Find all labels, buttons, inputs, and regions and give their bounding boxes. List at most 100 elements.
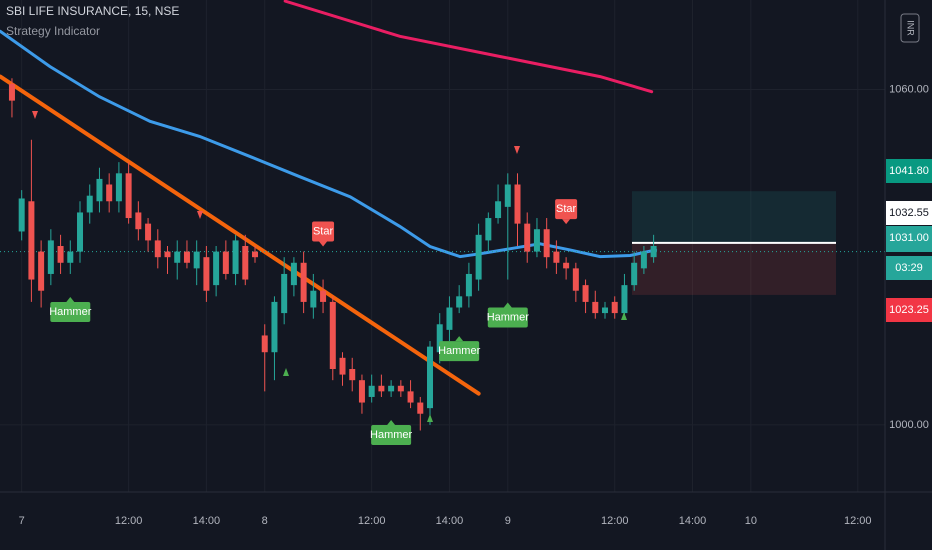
- candle-body: [485, 218, 492, 241]
- y-tick-label: 1060.00: [889, 83, 929, 95]
- indicator-name: Strategy Indicator: [6, 24, 100, 38]
- candle-body: [242, 246, 249, 280]
- candle-body: [427, 346, 434, 409]
- candle-body: [174, 251, 181, 263]
- candle-body: [514, 184, 521, 224]
- candle-body: [475, 234, 482, 280]
- candle-body: [417, 402, 424, 414]
- marker-box: [487, 307, 528, 328]
- candle-body: [271, 301, 278, 353]
- x-tick-label: 12:00: [358, 515, 386, 527]
- candle-body: [310, 290, 317, 308]
- indicator-line: [0, 29, 658, 259]
- candle-body: [388, 385, 395, 392]
- candle-body: [495, 201, 502, 219]
- price-tags: 1041.80 1032.55 1031.00 03:29 1023.25: [886, 159, 932, 322]
- candle-body: [290, 262, 297, 286]
- marker-box: [555, 199, 578, 220]
- x-tick-label: 8: [262, 515, 268, 527]
- x-tick-label: 12:00: [844, 515, 872, 527]
- candle-body: [232, 240, 239, 274]
- price-tag: [886, 226, 932, 252]
- candle-body: [621, 285, 628, 314]
- candle-body: [145, 223, 152, 241]
- marker-pointer: [455, 336, 464, 342]
- candle-body: [358, 380, 365, 403]
- candle-body: [193, 251, 200, 269]
- x-tick-label: 10: [745, 515, 757, 527]
- price-tag-label: 03:29: [895, 262, 923, 274]
- candle-body: [57, 246, 64, 263]
- x-tick-label: 14:00: [679, 515, 707, 527]
- candle-body: [533, 229, 540, 252]
- candle-body: [213, 251, 220, 286]
- candle-body: [378, 385, 385, 392]
- candle-body: [397, 385, 404, 392]
- candle-body: [582, 285, 589, 302]
- candle-body: [329, 301, 336, 369]
- candle-body: [28, 201, 35, 280]
- candle-body: [222, 251, 229, 274]
- marker-label: Star: [556, 203, 577, 215]
- candle-body: [38, 251, 45, 291]
- marker-label: Hammer: [487, 311, 530, 323]
- marker-label: Hammer: [370, 429, 413, 441]
- marker-box: [50, 301, 91, 322]
- candle-body: [281, 273, 288, 314]
- price-tag-label: 1041.80: [889, 165, 929, 177]
- signal-arrow: [621, 312, 627, 320]
- marker-pointer: [562, 219, 571, 225]
- candle-body: [18, 198, 25, 232]
- candle-body: [446, 307, 453, 330]
- candle-body: [543, 229, 550, 258]
- candle-body: [611, 301, 618, 314]
- candle-body: [592, 301, 599, 314]
- currency: INR: [906, 20, 916, 36]
- pattern-marker: Star: [312, 221, 335, 247]
- stop-zone: [632, 242, 836, 295]
- marker-label: Star: [313, 225, 334, 237]
- price-tag: [886, 256, 932, 280]
- x-tick-label: 9: [505, 515, 511, 527]
- pattern-marker: Star: [555, 199, 578, 225]
- candle-body: [67, 251, 74, 263]
- marker-box: [439, 341, 480, 362]
- candle-body: [436, 324, 443, 353]
- pattern-marker: Hammer: [370, 419, 413, 445]
- candle-body: [203, 257, 210, 291]
- candle-body: [300, 262, 307, 302]
- x-tick-label: 7: [19, 515, 25, 527]
- signal-arrow: [197, 211, 203, 219]
- signal-arrow: [514, 146, 520, 154]
- currency-box[interactable]: [900, 13, 920, 43]
- candle-body: [183, 251, 190, 263]
- indicator-line: [283, 0, 654, 94]
- signal-arrow: [32, 111, 38, 119]
- candle-body: [640, 251, 647, 269]
- candle-body: [252, 251, 259, 258]
- candle-body: [572, 268, 579, 291]
- chart-title: SBI LIFE INSURANCE, 15, NSE: [6, 4, 179, 18]
- price-tag: [886, 298, 932, 322]
- marker-label: Hammer: [438, 345, 481, 357]
- candle-body: [47, 240, 54, 274]
- y-tick-label: 1000.00: [889, 419, 929, 431]
- candle-body: [339, 357, 346, 375]
- candle-body: [553, 251, 560, 263]
- price-tag: [886, 159, 932, 183]
- marker-pointer: [503, 302, 512, 308]
- candle-body: [563, 262, 570, 269]
- price-tag: [886, 201, 932, 225]
- candle-body: [77, 212, 84, 252]
- candle-body: [407, 391, 414, 403]
- candle-body: [650, 246, 657, 258]
- signal-arrow: [427, 414, 433, 422]
- candle-body: [465, 273, 472, 297]
- candle-body: [320, 290, 327, 302]
- marker-label: Hammer: [49, 306, 92, 318]
- candle-body: [524, 223, 531, 252]
- x-tick-label: 12:00: [115, 515, 143, 527]
- candle-body: [8, 83, 15, 101]
- signal-arrow: [283, 368, 289, 376]
